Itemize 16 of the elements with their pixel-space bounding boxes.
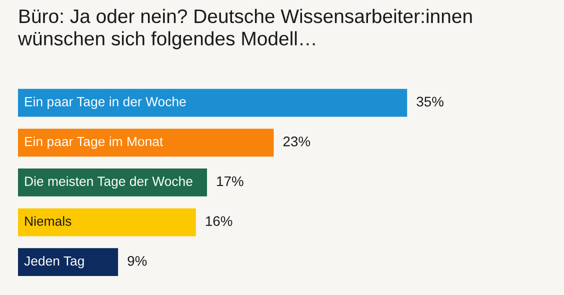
- data-label: 16%: [206, 216, 232, 226]
- y-tick-label: Ein paar Tage im Monat: [25, 136, 164, 149]
- bar: [18, 88, 408, 117]
- data-label: 35%: [416, 96, 444, 107]
- bar: [18, 248, 118, 276]
- chart-title: Büro: Ja oder nein? Deutsche Wissensarbeiter:innen wünschen sich folgendes Modell…: [18, 8, 472, 50]
- bar: [18, 208, 196, 236]
- bar: [18, 168, 207, 196]
- y-tick-label: Jeden Tag: [24, 256, 84, 268]
- y-tick-label: Die meisten Tage der Woche: [25, 176, 192, 189]
- y-tick-label: Niemals: [25, 216, 72, 226]
- data-label: 9%: [128, 256, 147, 266]
- data-label: 17%: [217, 176, 244, 186]
- data-label: 23%: [283, 136, 310, 146]
- bar: [18, 128, 274, 157]
- y-tick-label: Ein paar Tage in der Woche: [25, 96, 186, 109]
